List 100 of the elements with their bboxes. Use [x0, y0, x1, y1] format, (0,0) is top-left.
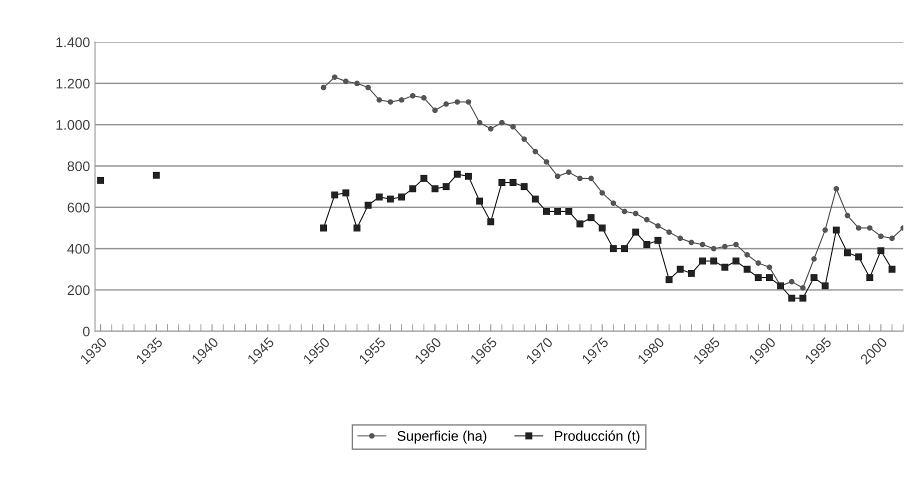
point	[510, 124, 516, 130]
point	[565, 208, 572, 215]
y-tick-label: 1.200	[56, 78, 90, 89]
point	[376, 194, 383, 200]
point	[388, 99, 394, 105]
point	[521, 136, 527, 142]
point	[398, 194, 406, 200]
point	[454, 170, 461, 178]
point	[722, 244, 728, 250]
point	[97, 176, 104, 184]
point	[610, 200, 616, 206]
point	[721, 264, 728, 271]
point	[476, 120, 482, 126]
point	[844, 249, 851, 256]
point	[432, 185, 438, 192]
point	[710, 246, 716, 252]
point	[877, 247, 884, 254]
point	[554, 208, 562, 215]
point	[732, 258, 740, 264]
point	[700, 242, 706, 248]
point	[733, 242, 739, 248]
point	[632, 228, 640, 236]
point	[710, 258, 718, 264]
point	[832, 226, 840, 234]
point	[554, 174, 560, 180]
point	[420, 174, 428, 182]
point	[632, 210, 638, 216]
point	[499, 120, 505, 126]
y-tick-label: 0	[82, 326, 90, 336]
point	[744, 252, 750, 258]
point	[788, 294, 796, 302]
point	[766, 264, 772, 270]
point	[754, 274, 762, 282]
y-tick-label: 1.000	[56, 120, 90, 130]
point	[888, 266, 896, 273]
point	[643, 241, 650, 248]
point	[622, 208, 628, 214]
point	[443, 101, 449, 107]
point	[644, 216, 650, 222]
point	[487, 218, 494, 226]
point	[866, 225, 873, 231]
point	[654, 236, 662, 244]
point	[454, 99, 460, 105]
point	[410, 92, 416, 99]
point	[520, 183, 528, 190]
point	[588, 176, 594, 182]
y-tick-label: 600	[68, 202, 90, 212]
point	[811, 256, 817, 262]
point	[476, 198, 484, 205]
point	[466, 99, 472, 105]
legend-label: Superficie (ha)	[397, 430, 486, 444]
point	[342, 189, 350, 196]
y-tick-label: 800	[68, 161, 90, 172]
point	[666, 229, 672, 235]
point	[331, 191, 338, 198]
point	[343, 78, 349, 84]
point	[376, 97, 382, 103]
point	[822, 227, 828, 233]
point	[421, 95, 427, 101]
point	[409, 185, 416, 192]
point	[655, 223, 661, 229]
point	[364, 202, 372, 209]
point	[577, 176, 583, 182]
point	[386, 196, 394, 203]
point	[510, 179, 517, 186]
point	[354, 224, 360, 232]
y-tick-label: 1.400	[56, 37, 90, 48]
point	[398, 97, 404, 103]
point	[856, 225, 862, 231]
point	[666, 276, 673, 284]
point	[152, 172, 160, 179]
point	[688, 240, 694, 246]
point	[756, 260, 762, 266]
point	[810, 274, 818, 282]
y-tick-label: 200	[68, 285, 90, 296]
point	[800, 285, 806, 291]
point	[688, 270, 695, 277]
point	[543, 208, 550, 215]
point	[576, 220, 584, 228]
point	[822, 282, 829, 290]
point	[442, 183, 450, 190]
point	[744, 266, 751, 273]
point	[488, 126, 494, 132]
point	[699, 258, 706, 264]
point	[532, 196, 539, 203]
point	[320, 224, 328, 232]
point	[799, 294, 806, 302]
y-tick-label: 400	[67, 244, 90, 254]
point	[677, 236, 684, 242]
point	[788, 278, 794, 284]
point	[532, 148, 538, 154]
point	[332, 74, 338, 80]
point	[889, 236, 895, 242]
point	[464, 172, 472, 180]
point	[432, 107, 438, 114]
point	[766, 274, 773, 282]
point	[621, 245, 628, 252]
point	[598, 224, 606, 232]
point	[676, 266, 684, 273]
point	[498, 179, 506, 186]
